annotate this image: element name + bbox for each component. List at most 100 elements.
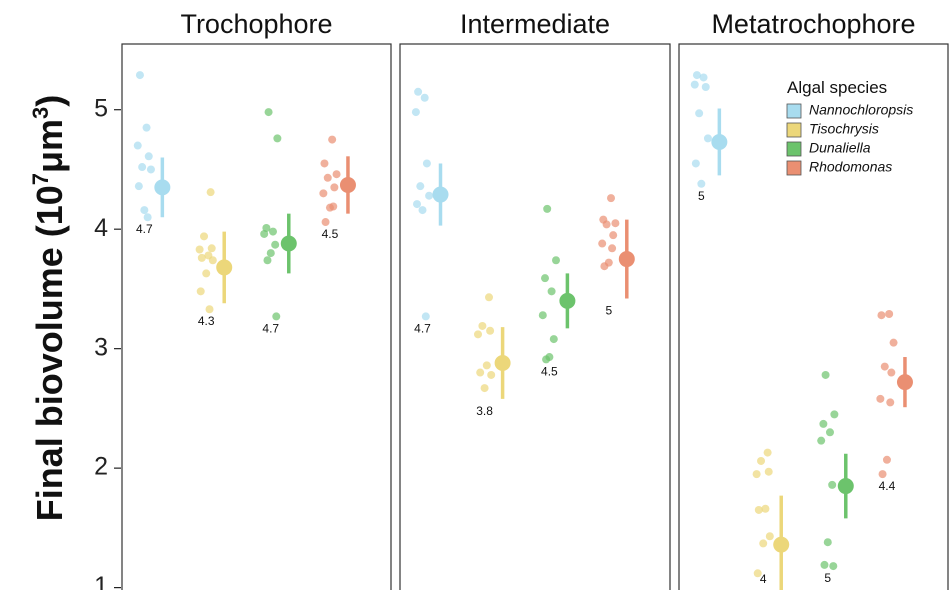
data-point: [692, 71, 701, 80]
legend-item-nannochloropsis: Nannochloropsis: [786, 102, 913, 119]
data-point: [420, 93, 429, 102]
group-nannochloropsis: 4.7: [411, 87, 449, 335]
panel-intermediate: Intermediate 4.7 3.8 4.5 5: [399, 9, 671, 590]
data-point: [411, 108, 420, 117]
data-label: 5: [605, 303, 612, 317]
data-point: [608, 244, 617, 253]
legend-label: Dunaliella: [809, 140, 871, 156]
data-point: [197, 253, 206, 262]
group-dunaliella: 4.7: [260, 108, 297, 335]
panel-frame: [121, 43, 392, 590]
data-point: [425, 191, 434, 200]
data-point: [273, 134, 282, 143]
data-point: [486, 326, 495, 335]
data-point: [264, 108, 273, 117]
mean-point: [154, 179, 171, 196]
group-tisochrysis: 4: [752, 448, 790, 590]
data-point: [196, 287, 205, 296]
panels: Trochophore 4.7 4.3 4.7 4.5 Intermediate 4.7 3.…: [121, 9, 949, 590]
data-point: [878, 470, 887, 479]
data-point: [321, 218, 330, 227]
data-point: [820, 560, 829, 569]
data-point: [823, 538, 832, 547]
panel-metatrochophore: Metatrochophore 5 4 5 4.4: [678, 9, 949, 590]
data-point: [206, 188, 215, 197]
data-point: [319, 189, 328, 198]
data-point: [761, 504, 770, 513]
data-point: [543, 204, 552, 213]
data-point: [825, 428, 834, 437]
legend-swatch: [786, 141, 802, 157]
data-point: [320, 159, 329, 168]
legend-swatch: [786, 103, 802, 119]
mean-point: [494, 354, 511, 371]
data-point: [607, 194, 615, 203]
panel-title: Trochophore: [180, 9, 332, 39]
data-point: [697, 179, 706, 188]
data-point: [414, 87, 423, 96]
data-point: [260, 229, 269, 238]
y-tick-label: 3: [94, 333, 108, 361]
panel-frame: [399, 43, 671, 590]
data-point: [600, 262, 609, 271]
data-point: [829, 562, 838, 571]
data-point: [754, 505, 763, 514]
data-point: [487, 370, 496, 379]
mean-point: [896, 374, 913, 391]
data-point: [485, 293, 493, 302]
data-point: [703, 134, 712, 143]
panel-title: Metatrochophore: [711, 9, 915, 39]
data-point: [611, 219, 620, 228]
data-label: 4.3: [198, 314, 215, 328]
legend-label: Rhodomonas: [809, 159, 892, 175]
mean-point: [711, 133, 728, 150]
mean-point: [559, 292, 576, 309]
data-point: [764, 467, 773, 476]
group-nannochloropsis: 4.7: [133, 71, 171, 236]
group-tisochrysis: 3.8: [474, 293, 511, 418]
mean-point: [280, 235, 297, 252]
mean-point: [339, 176, 356, 193]
data-point: [268, 227, 277, 236]
data-point: [752, 470, 761, 479]
y-axis-label: Final biovolume (107μm3): [28, 95, 70, 522]
data-point: [817, 436, 826, 445]
data-point: [418, 206, 427, 215]
legend-item-dunaliella: Dunaliella: [786, 140, 871, 157]
data-point: [135, 71, 144, 80]
data-point: [416, 182, 425, 191]
data-point: [889, 338, 898, 347]
panel-title: Intermediate: [460, 9, 610, 39]
y-axis: 1 2 3 4 5: [94, 94, 121, 590]
panel-trochophore: Trochophore 4.7 4.3 4.7 4.5: [121, 9, 392, 590]
data-point: [690, 80, 699, 89]
data-point: [830, 410, 839, 419]
legend-item-rhodomonas: Rhodomonas: [786, 159, 892, 176]
group-dunaliella: 5: [817, 370, 854, 585]
data-point: [819, 419, 828, 428]
data-point: [602, 220, 611, 229]
data-point: [542, 355, 551, 364]
data-point: [323, 173, 332, 182]
data-label: 4.7: [414, 321, 431, 335]
data-point: [887, 368, 896, 377]
data-label: 4: [760, 572, 767, 586]
data-point: [480, 384, 489, 393]
data-point: [263, 256, 272, 265]
data-point: [271, 240, 280, 249]
data-label: 4.5: [541, 364, 558, 378]
group-rhodomonas: 4.5: [319, 135, 356, 241]
data-point: [695, 109, 704, 118]
group-rhodomonas: 5: [598, 194, 635, 317]
data-label: 3.8: [476, 404, 493, 418]
group-nannochloropsis: 5: [690, 71, 728, 203]
data-point: [422, 159, 431, 168]
y-tick-label: 1: [94, 572, 108, 590]
data-point: [880, 362, 889, 371]
data-point: [474, 330, 482, 339]
y-tick-label: 2: [94, 453, 108, 481]
mean-point: [837, 478, 854, 495]
data-point: [549, 335, 558, 344]
data-point: [547, 287, 556, 296]
